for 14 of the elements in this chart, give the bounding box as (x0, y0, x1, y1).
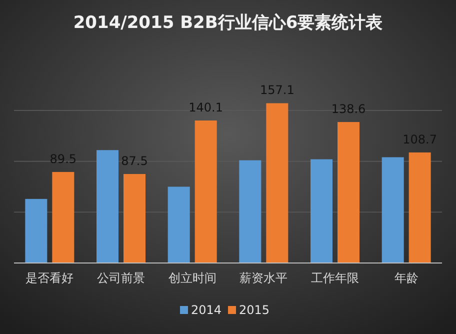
data-label: 89.5 (50, 152, 77, 166)
x-tick-label: 是否看好 (26, 271, 74, 285)
x-tick-label: 年龄 (394, 271, 418, 285)
legend-label: 2015 (239, 303, 270, 317)
x-tick-label: 薪资水平 (240, 271, 288, 285)
data-label: 157.1 (260, 83, 294, 98)
legend-label: 2014 (191, 303, 222, 317)
x-tick-label: 公司前景 (97, 271, 145, 285)
data-label: 138.6 (331, 102, 366, 116)
data-label: 87.5 (121, 154, 148, 168)
title: 2014/2015 B2B行业信心6要素统计表 (73, 13, 383, 33)
x-tick-label: 工作年限 (311, 271, 359, 285)
data-label: 140.1 (188, 100, 224, 115)
x-tick-label: 创立时间 (168, 271, 216, 285)
